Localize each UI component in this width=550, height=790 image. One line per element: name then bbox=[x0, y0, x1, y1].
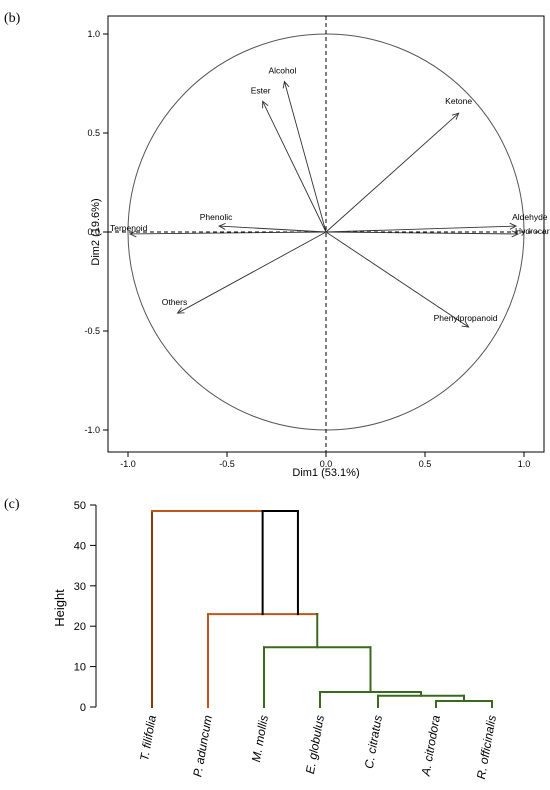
variable-label-hydrocarbon: Hydrocarbon bbox=[515, 226, 550, 236]
panel-c: (c) 0 10 20 30 40 50 T. filifolia P. aduncum M.… bbox=[4, 497, 499, 780]
dendrogram-y-tick-label: 0 bbox=[80, 702, 86, 714]
arrowhead-alcohol bbox=[282, 80, 290, 89]
leaf-label: A. citrodora bbox=[418, 714, 443, 778]
pca-x-tick-label: 1.0 bbox=[518, 459, 531, 469]
variable-label-alcohol: Alcohol bbox=[268, 66, 296, 76]
dendrogram-y-tick-label: 20 bbox=[74, 621, 86, 633]
dendrogram-y-tick-label: 40 bbox=[74, 540, 86, 552]
leaf-label: R. officinalis bbox=[474, 714, 499, 780]
panel-b-label: (b) bbox=[4, 11, 21, 26]
leaf-label: E. globulus bbox=[303, 714, 327, 775]
arrowhead-others bbox=[176, 307, 185, 314]
dendrogram-y-axis-label: Height bbox=[52, 589, 67, 627]
arrow-ester bbox=[262, 101, 327, 233]
pca-y-tick-label: 0.0 bbox=[87, 227, 100, 237]
pca-y-tick-label: 1.0 bbox=[87, 29, 100, 39]
pca-axes: -1.0 -0.5 0.0 0.5 1.0 -1.0 -0.5 0.0 0.5 1.0 bbox=[84, 29, 530, 469]
panel-b: (b) -1.0 -0.5 0.0 0.5 1.0 -1.0 -0.5 0.0 0.5 1.0 A… bbox=[4, 11, 550, 479]
pca-x-tick-label: -0.5 bbox=[219, 459, 235, 469]
arrow-hydrocarbon bbox=[325, 231, 519, 235]
arrowhead-phenylpropanoid bbox=[461, 320, 470, 328]
pca-y-tick-label: -1.0 bbox=[84, 425, 100, 435]
arrow-phenylpropanoid bbox=[325, 231, 469, 328]
variable-label-phenolic: Phenolic bbox=[200, 212, 233, 222]
leaf-label: P. aduncum bbox=[190, 714, 215, 778]
arrow-aldehyde bbox=[325, 225, 517, 233]
arrowhead-aldehyde bbox=[509, 222, 518, 230]
variable-label-phenylpropanoid: Phenylpropanoid bbox=[434, 313, 498, 323]
pca-x-axis-label: Dim1 (53.1%) bbox=[292, 467, 359, 479]
panel-c-label: (c) bbox=[4, 497, 20, 512]
variable-label-aldehyde: Aldehyde bbox=[512, 212, 548, 222]
arrow-others bbox=[177, 231, 327, 314]
variable-label-terpenoid: Terpenoid bbox=[110, 223, 148, 233]
variable-label-ketone: Ketone bbox=[445, 96, 472, 106]
pca-x-tick-label: -1.0 bbox=[120, 459, 136, 469]
dendrogram-content: T. filifolia P. aduncum M. mollis E. globul… bbox=[137, 510, 499, 780]
variable-label-ester: Ester bbox=[251, 85, 271, 95]
pca-x-tick-label: 0.0 bbox=[320, 459, 333, 469]
arrowhead-ketone bbox=[451, 112, 460, 120]
leaf-label: M. mollis bbox=[249, 714, 271, 763]
arrow-phenolic bbox=[219, 225, 327, 233]
arrow-terpenoid bbox=[129, 231, 327, 235]
variable-label-others: Others bbox=[162, 297, 188, 307]
arrow-ketone bbox=[325, 112, 459, 233]
leaf-label: C. citratus bbox=[362, 714, 385, 770]
dendrogram-y-tick-label: 50 bbox=[74, 500, 86, 512]
dendrogram-y-tick-label: 30 bbox=[74, 581, 86, 593]
dendrogram-y-tick-label: 10 bbox=[74, 662, 86, 674]
pca-y-tick-label: -0.5 bbox=[84, 326, 100, 336]
dendrogram-axes: 0 10 20 30 40 50 bbox=[74, 500, 97, 714]
arrowhead-hydrocarbon bbox=[511, 230, 520, 238]
arrow-alcohol bbox=[283, 81, 327, 233]
leaf-label: T. filifolia bbox=[137, 714, 159, 762]
arrowhead-phenolic bbox=[218, 222, 226, 230]
pca-y-axis-label: Dim2 (19.6%) bbox=[90, 198, 102, 265]
pca-y-tick-label: 0.5 bbox=[87, 128, 100, 138]
arrowhead-terpenoid bbox=[128, 230, 137, 238]
pca-content: Alcohol Ester Ketone Phenolic Terpenoid Aldeh… bbox=[108, 16, 550, 452]
arrowhead-ester bbox=[262, 100, 269, 109]
pca-x-tick-label: 0.5 bbox=[419, 459, 432, 469]
